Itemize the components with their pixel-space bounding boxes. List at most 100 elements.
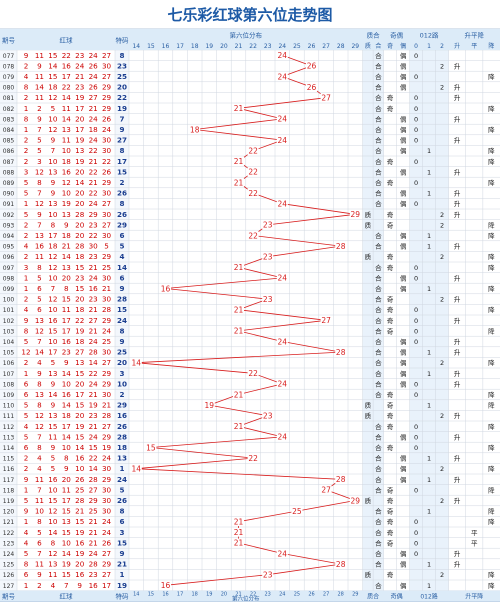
red-ball-number: 16 [62, 167, 72, 176]
trend-point-background [233, 104, 244, 113]
trend-value: 升 [454, 83, 461, 92]
x-axis-tick-label: 23 [264, 43, 272, 50]
red-ball-number: 14 [48, 390, 58, 399]
red-ball-number: 9 [24, 51, 29, 60]
trend-value: 升 [454, 61, 461, 70]
red-ball-number: 9 [51, 443, 56, 452]
red-ball-number: 10 [62, 146, 72, 155]
footer-odd-even-label: 奇偶 [391, 593, 403, 601]
trend-point-background [145, 443, 157, 452]
red-ball-number: 17 [62, 72, 71, 81]
trend-point-value: 24 [278, 136, 288, 145]
red-ball-number: 4 [24, 242, 29, 251]
red-ball-number: 10 [62, 189, 72, 198]
red-ball-number: 13 [35, 231, 44, 240]
header-special-label: 特码 [116, 36, 130, 45]
trend-value: 降 [488, 125, 495, 134]
prime-composite-value: 合 [375, 581, 382, 590]
special-number: 8 [119, 146, 124, 155]
special-number: 22 [117, 93, 127, 102]
trend-point-value: 24 [278, 72, 288, 81]
trend-value: 降 [488, 157, 495, 166]
mod3-value: 1 [427, 455, 431, 463]
trend-value: 升 [454, 379, 461, 388]
trend-value: 降 [488, 507, 495, 516]
red-ball-number: 4 [24, 538, 29, 547]
red-ball-number: 29 [102, 178, 112, 187]
special-number: 3 [119, 528, 124, 537]
red-ball-number: 15 [48, 51, 57, 60]
prime-composite-value: 合 [375, 104, 382, 113]
odd-even-value: 奇 [387, 93, 394, 102]
red-ball-number: 8 [37, 517, 42, 526]
issue-number: 080 [3, 85, 15, 92]
issue-number: 122 [3, 530, 15, 537]
odd-even-value: 偶 [400, 61, 407, 70]
table-footer-layer: 期号 红球 特码 14 15 16 17 18 19 20 21 22 23 24 25 26 27 28 29 第六… [0, 590, 500, 603]
red-ball-number: 30 [102, 348, 112, 357]
special-number: 7 [119, 114, 124, 123]
red-ball-number: 6 [37, 305, 42, 314]
red-ball-number: 6 [24, 570, 29, 579]
red-ball-number: 4 [24, 305, 29, 314]
red-ball-number: 2 [24, 220, 29, 229]
odd-even-value: 偶 [400, 549, 407, 558]
red-ball-number: 19 [75, 422, 85, 431]
prime-composite-value: 合 [375, 125, 382, 134]
red-ball-number: 26 [75, 475, 85, 484]
red-ball-number: 5 [37, 146, 42, 155]
red-ball-number: 29 [102, 252, 112, 261]
x-axis-tick-label: 20 [220, 43, 228, 50]
red-ball-number: 24 [89, 432, 99, 441]
red-ball-number: 17 [75, 390, 84, 399]
table-grid-layer [0, 28, 500, 602]
issue-number: 095 [3, 244, 15, 251]
red-ball-number: 28 [102, 305, 112, 314]
header-odd-sublabel: 偶 [400, 42, 406, 50]
issue-number: 085 [3, 138, 15, 145]
red-ball-number: 9 [64, 358, 69, 367]
issue-number: 100 [3, 297, 15, 304]
red-ball-number: 20 [75, 199, 85, 208]
mod3-value: 2 [440, 84, 444, 92]
mod3-value: 1 [427, 349, 431, 357]
table-rows-layer: 077 9 11 15 22 23 24 27 8 合偶 0078 2 9 14 16 24 26 30 23 合偶 2… [3, 51, 495, 590]
odd-even-value: 奇 [387, 422, 394, 431]
footer-x-tick-label: 16 [162, 592, 168, 598]
footer-x-tick-label: 20 [221, 592, 227, 598]
special-number: 6 [119, 517, 124, 526]
red-ball-number: 29 [89, 210, 99, 219]
footer-x-tick-label: 21 [235, 592, 241, 598]
trend-point-background [335, 475, 347, 484]
special-number: 29 [117, 220, 127, 229]
red-ball-number: 13 [48, 560, 57, 569]
footer-trend-label: 升平降 [465, 593, 483, 601]
red-ball-number: 11 [35, 72, 44, 81]
red-ball-number: 29 [102, 316, 112, 325]
red-ball-number: 10 [48, 517, 58, 526]
trend-point-value: 15 [146, 443, 156, 452]
trend-value: 降 [488, 422, 495, 431]
issue-number: 119 [3, 498, 15, 505]
trend-point-background [233, 178, 244, 187]
red-ball-number: 9 [51, 136, 56, 145]
header-trend-sublabel: 平 [471, 43, 477, 50]
special-number: 5 [119, 242, 124, 251]
trend-point-value: 21 [234, 528, 244, 537]
red-ball-number: 8 [37, 263, 42, 272]
trend-point-background [276, 72, 288, 81]
red-ball-number: 14 [75, 443, 85, 452]
mod3-value: 0 [414, 105, 418, 113]
x-axis-tick-label: 29 [351, 43, 359, 50]
red-ball-number: 18 [75, 252, 85, 261]
red-ball-number: 5 [51, 454, 56, 463]
x-axis-tick-label: 14 [132, 43, 140, 50]
red-ball-number: 15 [75, 432, 84, 441]
mod3-section-background [409, 50, 449, 591]
red-ball-number: 19 [75, 136, 85, 145]
odd-even-value: 奇 [387, 528, 394, 537]
red-ball-number: 15 [75, 284, 84, 293]
x-axis-tick-label: 16 [162, 43, 170, 50]
header-trend-label: 升平降 [465, 31, 485, 40]
